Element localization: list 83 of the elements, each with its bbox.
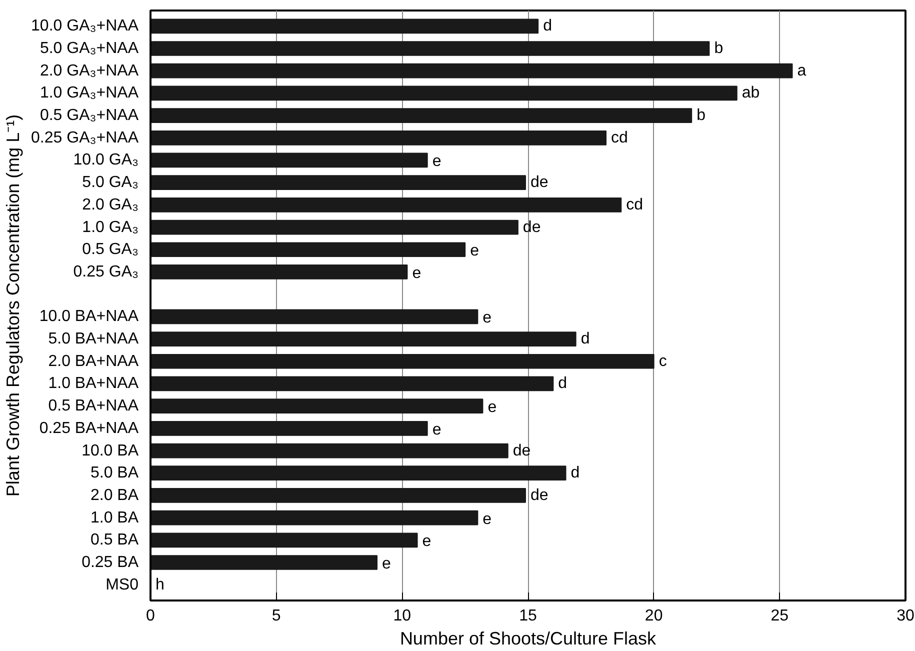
data-label: h (156, 576, 164, 594)
y-tick-label: 0.5 GA₃ (82, 241, 139, 258)
x-tick-label: 5 (272, 608, 281, 624)
x-tick-label: 15 (519, 608, 537, 624)
y-tick-label: 1.0 BA+NAA (48, 375, 139, 392)
data-label: b (714, 40, 724, 57)
bar (150, 555, 378, 570)
y-tick-label: 0.25 GA₃+NAA (31, 129, 139, 146)
data-label: cd (611, 129, 628, 146)
data-label: d (543, 18, 552, 35)
y-tick-label: 0.5 BA+NAA (48, 398, 139, 415)
data-label: e (412, 264, 422, 282)
bar (150, 376, 554, 392)
bar (150, 63, 793, 78)
y-tick-label: 2.0 GA₃+NAA (40, 62, 139, 80)
x-tick-label: 10 (393, 608, 412, 624)
y-axis-title: Plant Growth Regulators Concentration (mg L⁻¹) (3, 114, 24, 497)
y-tick-label: 0.25 BA+NAA (39, 420, 139, 437)
y-tick-label: 5.0 BA+NAA (48, 330, 139, 348)
bar (150, 130, 607, 146)
bar (150, 309, 478, 324)
bar (150, 466, 566, 481)
y-tick-label: MS0 (106, 576, 139, 594)
y-tick-label: 5.0 GA₃ (82, 174, 139, 192)
bar (150, 443, 508, 458)
y-tick-label: 1.0 BA (90, 509, 139, 526)
bar (150, 354, 654, 369)
data-label: de (530, 486, 548, 504)
y-tick-label: 1.0 GA₃ (82, 218, 139, 236)
data-label: a (797, 62, 806, 80)
y-tick-label: 10.0 BA (82, 442, 139, 460)
bar (150, 198, 622, 212)
bar (150, 242, 466, 258)
data-label: d (570, 464, 580, 482)
x-tick-label: 0 (146, 608, 156, 624)
y-tick-label: 0.25 GA₃ (73, 263, 138, 280)
bar (150, 18, 539, 34)
y-tick-label: 2.0 BA (90, 486, 139, 504)
data-label: e (432, 421, 442, 438)
bar (150, 152, 428, 168)
x-tick-label: 30 (896, 608, 914, 624)
data-label: d (558, 375, 568, 392)
x-axis-title: Number of Shoots/Culture Flask (400, 628, 658, 648)
data-label: ab (742, 84, 760, 102)
y-tick-label: 2.0 BA+NAA (48, 352, 139, 370)
bar (150, 488, 526, 503)
data-label: cd (626, 196, 644, 214)
bar (150, 264, 408, 280)
y-tick-label: 5.0 BA (90, 464, 139, 482)
data-label: e (422, 533, 432, 550)
bar (150, 86, 738, 101)
bar (150, 41, 710, 56)
y-tick-label: 0.5 GA₃+NAA (40, 107, 139, 124)
y-tick-label: 2.0 GA₃ (82, 196, 139, 214)
data-label: e (482, 510, 492, 528)
y-tick-label: 10.0 BA+NAA (39, 308, 139, 326)
bar (150, 420, 428, 436)
data-label: de (530, 174, 548, 192)
bar (150, 510, 478, 526)
data-label: b (696, 107, 706, 124)
bar (150, 532, 418, 548)
bar (150, 220, 518, 235)
data-label: e (432, 153, 442, 170)
y-tick-label: 0.5 BA (90, 532, 139, 549)
bar (150, 175, 526, 190)
data-label: e (382, 556, 391, 573)
data-label: e (470, 242, 480, 260)
y-tick-label: 0.25 BA (82, 554, 139, 572)
y-tick-label: 1.0 GA₃+NAA (40, 84, 139, 102)
data-label: de (522, 218, 541, 236)
data-label: e (488, 399, 497, 416)
y-tick-label: 10.0 GA₃ (73, 152, 138, 169)
y-tick-label: 5.0 GA₃+NAA (40, 40, 139, 57)
y-tick-label: 10.0 GA₃+NAA (31, 18, 139, 35)
data-label: e (482, 310, 492, 327)
bar (150, 108, 692, 123)
bar (150, 332, 576, 346)
data-label: d (580, 330, 590, 348)
x-tick-label: 20 (644, 608, 663, 624)
bar (150, 398, 484, 414)
x-tick-label: 25 (770, 608, 789, 624)
data-label: de (512, 442, 531, 460)
data-label: c (658, 352, 667, 370)
